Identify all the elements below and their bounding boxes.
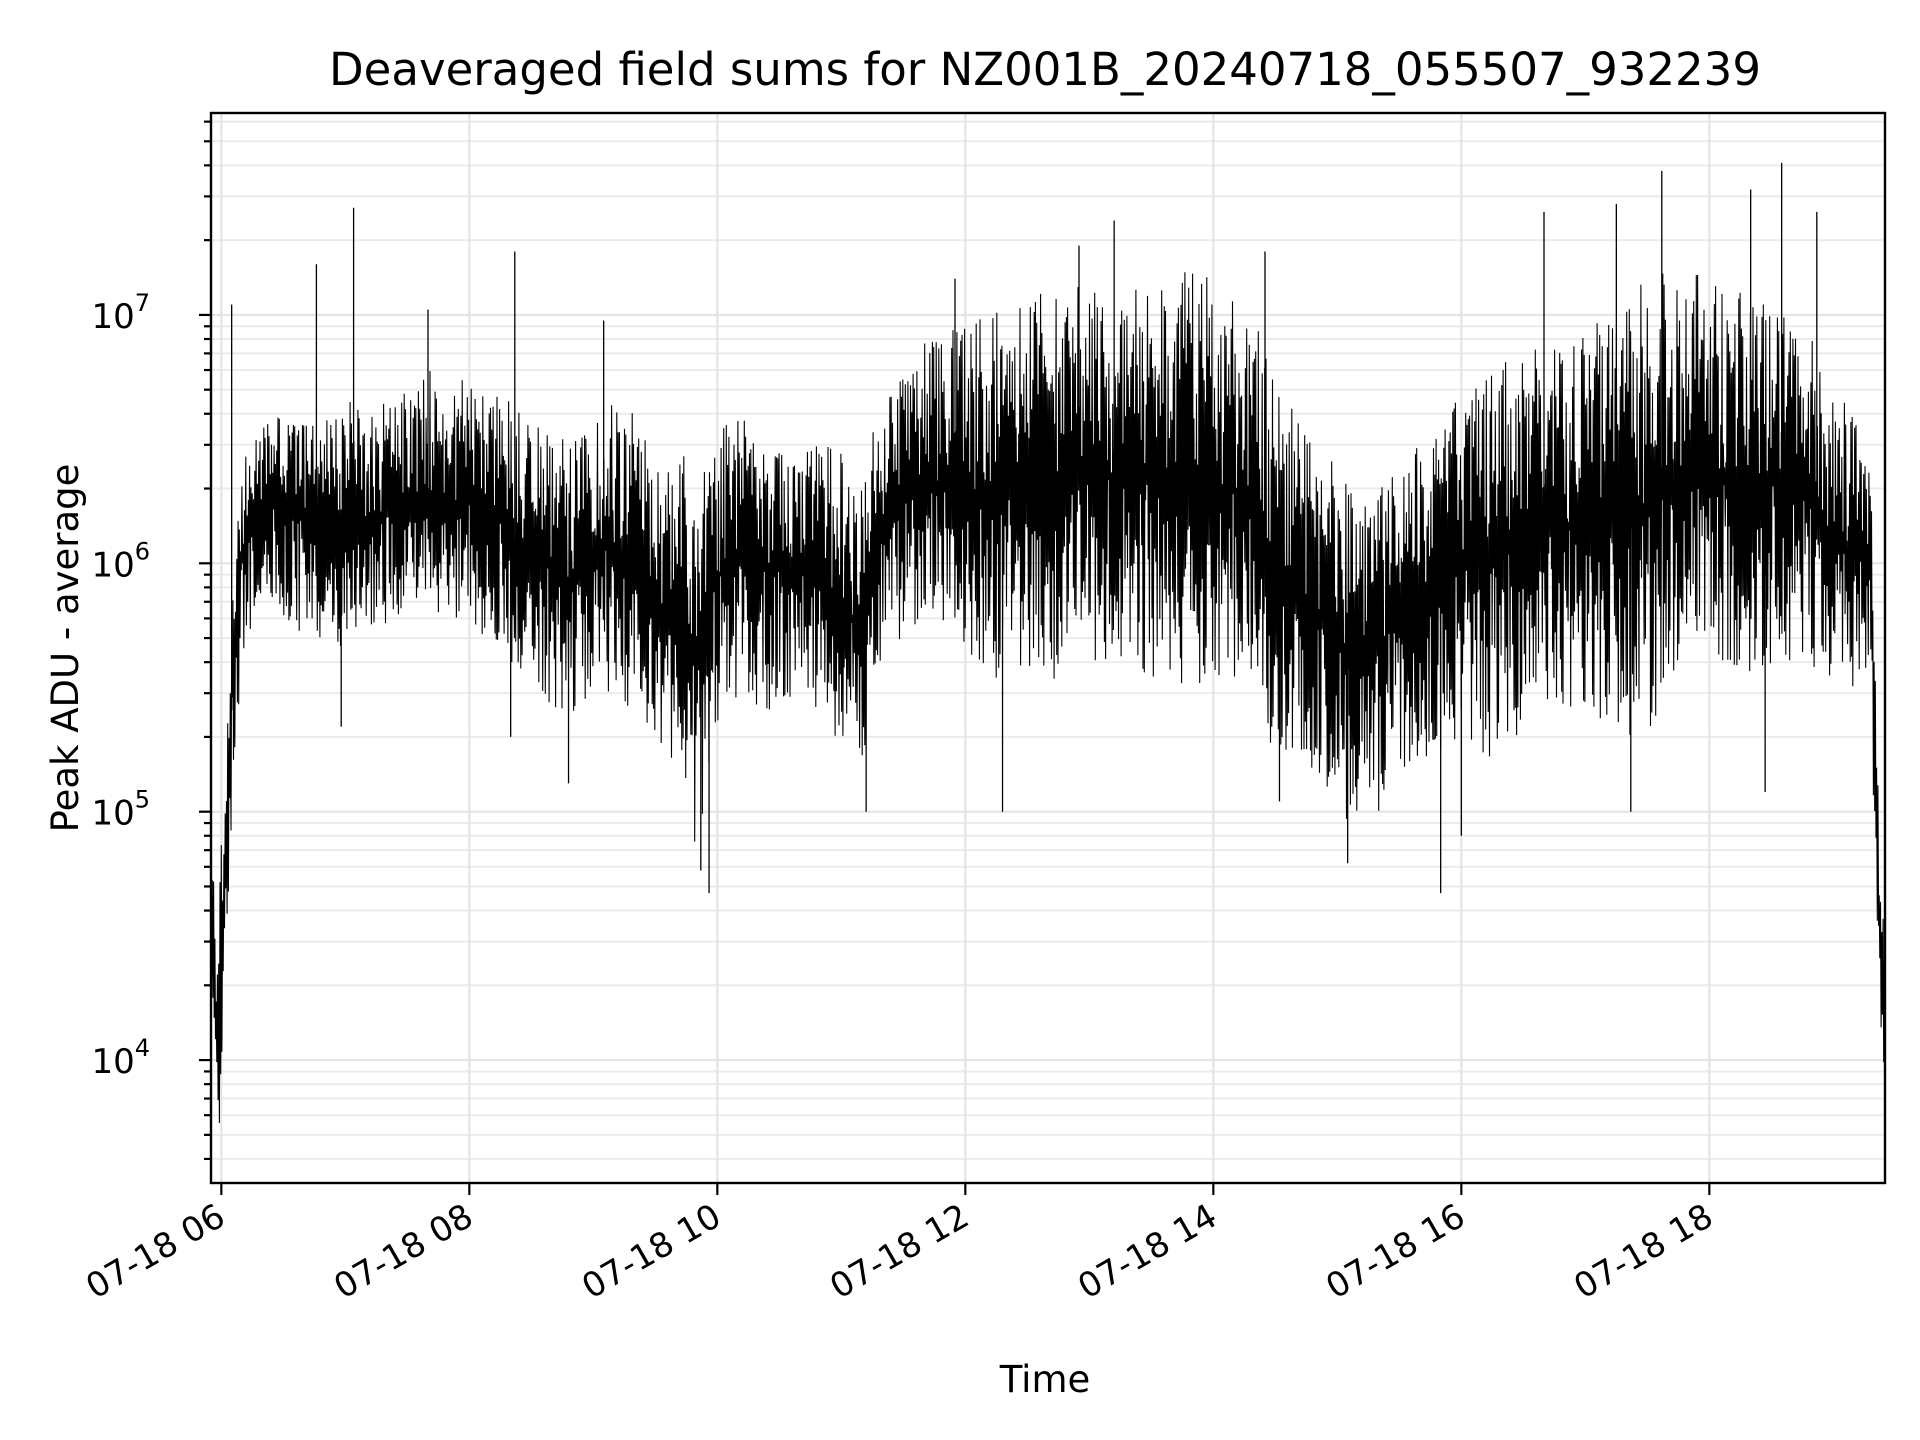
x-tick-label: 07-18 08	[327, 1196, 479, 1307]
series-line	[210, 272, 1886, 1124]
y-tick-label: 106	[91, 537, 150, 585]
plot-area	[210, 162, 1886, 1124]
x-tick-label: 07-18 18	[1567, 1196, 1719, 1307]
y-tick-label: 105	[91, 786, 150, 834]
chart-title: Deaveraged field sums for NZ001B_2024071…	[329, 43, 1761, 96]
x-tick-label: 07-18 06	[79, 1196, 231, 1307]
y-axis: 104 105 106 107	[91, 120, 211, 1161]
x-axis: 07-18 06 07-18 08 07-18 10 07-18 12 07-18 14…	[79, 1183, 1720, 1307]
y-axis-label: Peak ADU - average	[44, 464, 87, 833]
x-tick-label: 07-18 14	[1071, 1196, 1223, 1307]
y-tick-label: 107	[91, 289, 150, 337]
x-tick-label: 07-18 12	[823, 1196, 975, 1307]
x-tick-label: 07-18 16	[1319, 1196, 1471, 1307]
plot-frame	[209, 111, 1887, 1185]
y-tick-label: 104	[91, 1034, 150, 1082]
x-axis-label: Time	[999, 1358, 1091, 1401]
x-tick-label: 07-18 10	[575, 1196, 727, 1307]
